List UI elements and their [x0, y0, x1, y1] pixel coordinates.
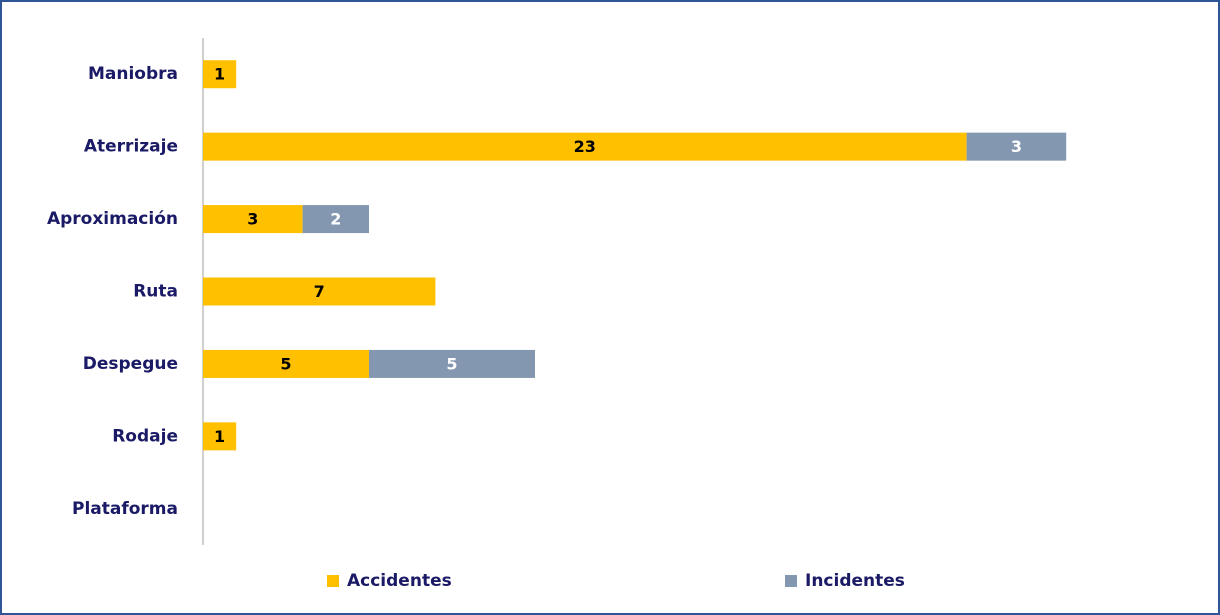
- bar-segment: [203, 132, 967, 161]
- category-label: Despegue: [83, 354, 178, 374]
- bar-segment: [203, 205, 303, 234]
- value-label: 2: [330, 210, 341, 229]
- bar-segment: [966, 132, 1067, 161]
- value-label: 23: [574, 137, 596, 156]
- bar-segment: [369, 349, 535, 378]
- value-label: 3: [247, 210, 258, 229]
- value-label: 1: [214, 427, 225, 446]
- bar-segment: [203, 277, 436, 306]
- legend-label: Incidentes: [805, 571, 905, 591]
- value-label: 5: [446, 354, 457, 373]
- category-label: Aterrizaje: [84, 137, 178, 157]
- legend-swatch: [327, 575, 339, 587]
- legend-swatch: [785, 575, 797, 587]
- category-label: Rodaje: [112, 426, 178, 446]
- bar-segment: [203, 60, 237, 89]
- value-label: 7: [314, 282, 325, 301]
- bar-segment: [203, 349, 369, 378]
- bar-segment: [203, 422, 237, 451]
- legend-label: Accidentes: [347, 571, 452, 591]
- value-label: 3: [1011, 137, 1022, 156]
- category-label: Ruta: [133, 282, 178, 302]
- bar-segment: [302, 205, 369, 234]
- value-label: 5: [280, 354, 291, 373]
- category-label: Maniobra: [88, 64, 178, 84]
- category-label: Plataforma: [72, 499, 178, 519]
- value-label: 1: [214, 65, 225, 84]
- category-label: Aproximación: [47, 209, 178, 229]
